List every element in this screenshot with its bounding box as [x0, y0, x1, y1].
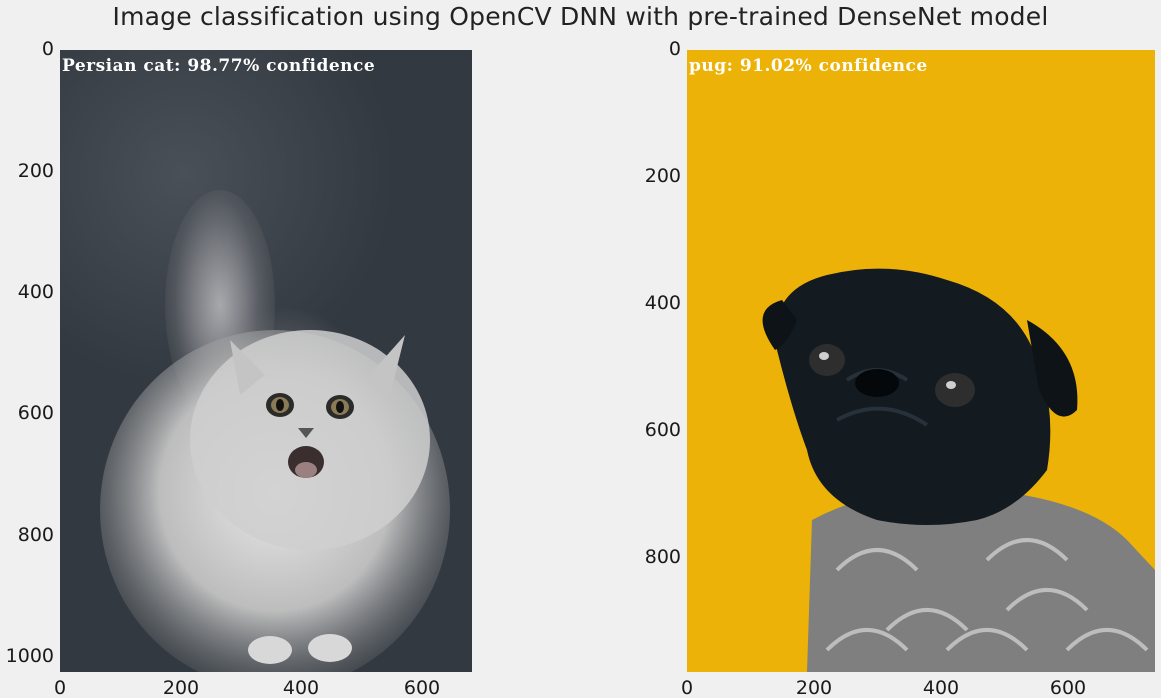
y-tick-label: 800 — [17, 524, 54, 546]
pug-illustration — [762, 268, 1155, 672]
pug-image — [687, 50, 1155, 672]
x-tick-label: 200 — [162, 677, 200, 698]
y-tick-label: 800 — [644, 546, 681, 568]
y-tick-label: 200 — [17, 160, 54, 182]
cat-illustration — [100, 190, 450, 672]
x-tick-label: 600 — [1049, 677, 1087, 698]
y-tick-label: 0 — [41, 38, 54, 60]
axes-pug: pug: 91.02% confidence 0 200 400 600 800… — [645, 38, 1155, 698]
y-tick-label: 1000 — [5, 645, 54, 667]
y-tick-label: 400 — [17, 281, 54, 303]
y-tick-label: 600 — [17, 402, 54, 424]
y-tick-label: 200 — [644, 165, 681, 187]
axes-cat: Persian cat: 98.77% confidence 0 200 400… — [6, 38, 472, 698]
x-tick-label: 0 — [680, 677, 694, 698]
pug-prediction-label: pug: 91.02% confidence — [689, 56, 928, 76]
x-tick-label: 0 — [53, 677, 67, 698]
x-tick-label: 400 — [922, 677, 960, 698]
y-tick-label: 400 — [644, 292, 681, 314]
cat-image — [60, 50, 472, 672]
cat-prediction-label: Persian cat: 98.77% confidence — [62, 56, 376, 76]
x-tick-label: 400 — [282, 677, 320, 698]
x-tick-label: 200 — [795, 677, 833, 698]
y-tick-label: 600 — [644, 419, 681, 441]
figure-title: Image classification using OpenCV DNN wi… — [112, 2, 1049, 31]
y-tick-label: 0 — [668, 38, 681, 60]
x-tick-label: 600 — [403, 677, 441, 698]
